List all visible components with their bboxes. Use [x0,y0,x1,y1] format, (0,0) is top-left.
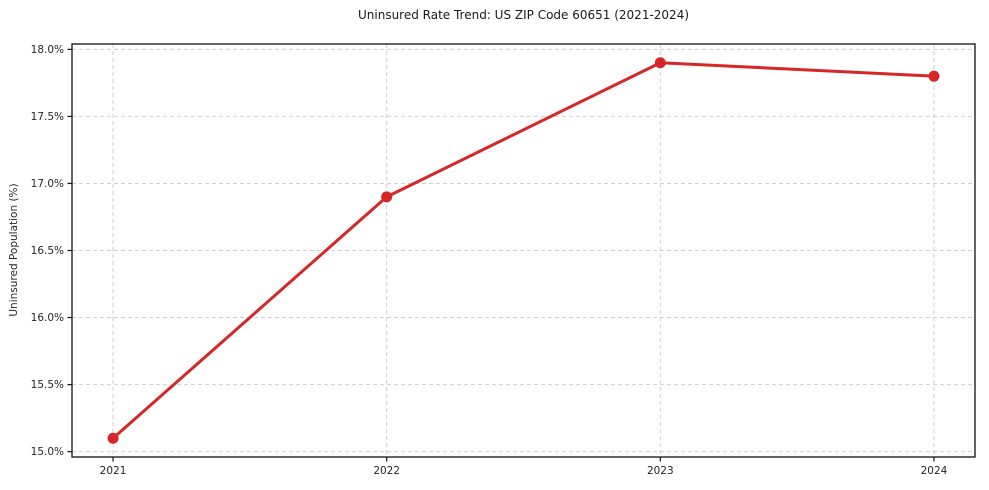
y-tick-label: 16.0% [31,312,64,324]
data-point-marker [654,57,666,69]
y-tick-label: 16.5% [31,245,64,257]
series-line [111,61,936,440]
data-point-marker [107,432,119,444]
y-tick-label: 17.5% [31,111,64,123]
y-axis-label: Uninsured Population (%) [8,183,20,317]
x-tick-label: 2022 [373,465,400,477]
data-point-marker [381,191,393,203]
chart-title: Uninsured Rate Trend: US ZIP Code 60651 … [357,8,690,22]
x-tick-label: 2024 [921,465,948,477]
y-tick-label: 18.0% [31,44,64,56]
data-point-marker [928,70,940,82]
y-tick-label: 15.5% [31,379,64,391]
y-tick-label: 15.0% [31,446,64,458]
x-tick-label: 2023 [647,465,674,477]
x-tick-label: 2021 [100,465,127,477]
y-tick-label: 17.0% [31,178,64,190]
